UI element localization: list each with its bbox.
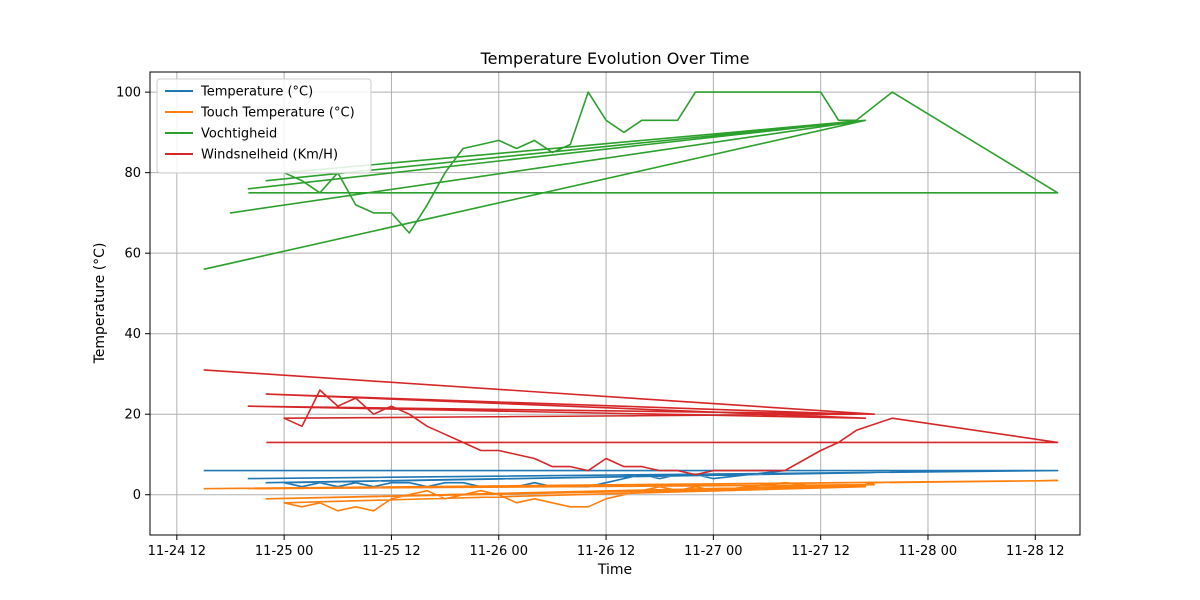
- series-line-2: [203, 91, 1059, 271]
- series-layer: [203, 91, 1059, 512]
- x-tick-label: 11-25 12: [362, 544, 420, 559]
- x-tick-label: 11-28 00: [899, 544, 957, 559]
- x-tick-label: 11-24 12: [148, 544, 206, 559]
- y-tick-label: 20: [124, 408, 141, 423]
- x-tick-label: 11-27 00: [684, 544, 742, 559]
- x-tick-label: 11-26 00: [470, 544, 528, 559]
- y-tick-label: 80: [124, 166, 141, 181]
- x-tick-label: 11-26 12: [577, 544, 635, 559]
- x-tick-label: 11-28 12: [1006, 544, 1064, 559]
- legend-label: Temperature (°C): [200, 85, 313, 100]
- series-line-3: [203, 369, 1059, 476]
- series-line-1: [203, 479, 1059, 512]
- y-tick-label: 40: [124, 327, 141, 342]
- y-axis-title: Temperature (°C): [92, 243, 108, 365]
- x-tick-label: 11-27 12: [791, 544, 849, 559]
- plot-frame: [149, 71, 1081, 536]
- legend-label: Vochtigheid: [201, 127, 277, 142]
- legend-label: Windsnelheid (Km/H): [201, 148, 338, 163]
- y-axis: 0 20 40 60 80 100: [116, 86, 150, 503]
- legend: Temperature (°C) Touch Temperature (°C) Vo…: [156, 78, 372, 174]
- x-tick-label: 11-25 00: [255, 544, 313, 559]
- legend-label: Touch Temperature (°C): [200, 106, 355, 121]
- chart-title: Temperature Evolution Over Time: [480, 49, 750, 68]
- y-tick-label: 60: [124, 247, 141, 262]
- x-axis: 11-24 12 11-25 00 11-25 12 11-26 00 11-26 12…: [148, 535, 1065, 559]
- legend-box: [156, 78, 372, 174]
- y-tick-label: 100: [116, 86, 141, 101]
- y-tick-label: 0: [133, 488, 141, 503]
- grid: [150, 72, 1080, 535]
- x-axis-title: Time: [597, 562, 632, 578]
